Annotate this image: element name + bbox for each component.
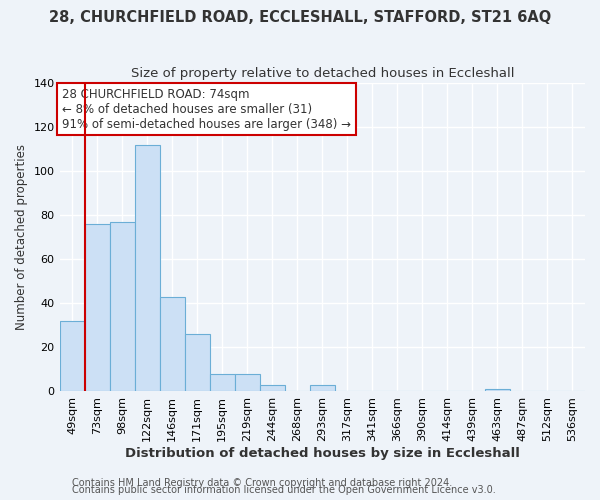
X-axis label: Distribution of detached houses by size in Eccleshall: Distribution of detached houses by size … [125,447,520,460]
Bar [485,390,510,392]
Bar [310,385,335,392]
Y-axis label: Number of detached properties: Number of detached properties [15,144,28,330]
Text: 28, CHURCHFIELD ROAD, ECCLESHALL, STAFFORD, ST21 6AQ: 28, CHURCHFIELD ROAD, ECCLESHALL, STAFFO… [49,10,551,25]
Text: Contains HM Land Registry data © Crown copyright and database right 2024.: Contains HM Land Registry data © Crown c… [72,478,452,488]
Title: Size of property relative to detached houses in Eccleshall: Size of property relative to detached ho… [131,68,514,80]
Bar [209,374,235,392]
Bar [134,144,160,392]
Bar [160,296,185,392]
Text: 28 CHURCHFIELD ROAD: 74sqm
← 8% of detached houses are smaller (31)
91% of semi-: 28 CHURCHFIELD ROAD: 74sqm ← 8% of detac… [62,88,351,130]
Bar [110,222,134,392]
Bar [59,321,85,392]
Bar [260,385,285,392]
Bar [235,374,260,392]
Bar [85,224,110,392]
Text: Contains public sector information licensed under the Open Government Licence v3: Contains public sector information licen… [72,485,496,495]
Bar [185,334,209,392]
